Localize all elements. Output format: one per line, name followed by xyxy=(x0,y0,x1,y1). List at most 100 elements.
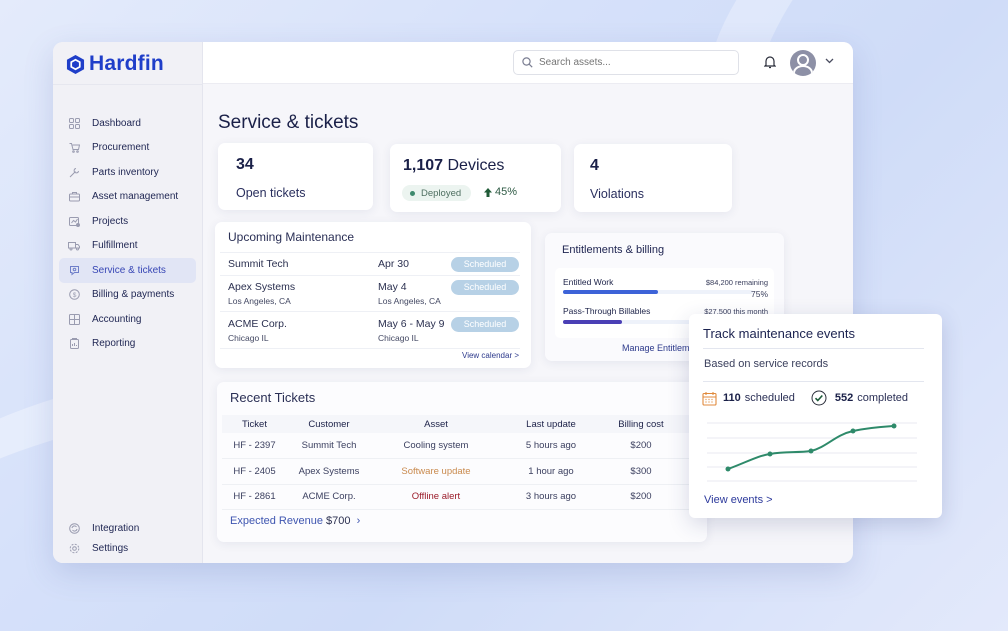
column-header[interactable]: Ticket xyxy=(222,415,287,433)
upcoming-maintenance-card: Upcoming Maintenance Summit Tech Apr 30 … xyxy=(215,222,531,368)
scheduled-badge: Scheduled xyxy=(451,257,519,272)
sidebar-item-procurement[interactable]: Procurement xyxy=(59,136,196,161)
sidebar-item-settings[interactable]: Settings xyxy=(59,538,196,558)
table-row[interactable]: HF - 2405 Apex Systems Software update 1… xyxy=(222,458,702,485)
sidebar-item-label: Integration xyxy=(92,522,140,534)
expected-revenue-link[interactable]: Expected Revenue $700 › xyxy=(230,515,360,527)
sidebar-item-label: Projects xyxy=(92,215,129,227)
search-box[interactable] xyxy=(513,50,739,75)
pass-through-value: $27,500 this month xyxy=(704,307,768,316)
sidebar-item-label: Accounting xyxy=(92,313,142,325)
user-icon xyxy=(793,54,813,74)
svg-text:$: $ xyxy=(72,292,76,299)
open-tickets-label: Open tickets xyxy=(236,186,306,200)
devices-unit: Devices xyxy=(447,157,505,174)
column-header[interactable]: Billing cost xyxy=(601,415,681,433)
sidebar-item-label: Procurement xyxy=(92,142,150,154)
open-tickets-count: 34 xyxy=(236,156,254,173)
maintenance-date: May 4 xyxy=(378,281,407,293)
section-title: Upcoming Maintenance xyxy=(228,230,355,244)
maintenance-location: Los Angeles, CA xyxy=(378,296,441,306)
view-events-link[interactable]: View events > xyxy=(704,494,773,506)
open-tickets-card[interactable]: 34 Open tickets xyxy=(218,143,373,210)
devices-card[interactable]: 1,107 Devices Deployed 45% xyxy=(390,144,561,212)
sidebar-item-fulfillment[interactable]: Fulfillment xyxy=(59,234,196,259)
top-bar xyxy=(203,42,853,84)
customer-name: Apex Systems xyxy=(228,281,296,293)
maintenance-row[interactable]: ACME Corp. Chicago IL May 6 - May 9 Chic… xyxy=(220,311,520,348)
devices-count: 1,107 Devices xyxy=(403,157,504,175)
sidebar-item-dashboard[interactable]: Dashboard xyxy=(59,111,196,136)
last-update: 3 hours ago xyxy=(501,484,601,510)
column-header[interactable]: Last update xyxy=(501,415,601,433)
sidebar-item-label: Fulfillment xyxy=(92,240,138,252)
avatar[interactable] xyxy=(790,50,816,76)
view-calendar-link[interactable]: View calendar > xyxy=(462,351,519,360)
ticket-id: HF - 2405 xyxy=(222,458,287,485)
card-title: Track maintenance events xyxy=(703,326,855,341)
sidebar-item-integration[interactable]: Integration xyxy=(59,518,196,538)
sidebar-item-billing-payments[interactable]: $ Billing & payments xyxy=(59,283,196,308)
chevron-down-icon[interactable] xyxy=(825,58,834,64)
chart-points xyxy=(725,423,897,472)
divider xyxy=(53,84,203,85)
divider xyxy=(703,348,924,349)
calendar-icon xyxy=(702,391,717,406)
billing-cost: $200 xyxy=(601,484,681,510)
pass-through-progress xyxy=(563,320,753,324)
pass-through-label: Pass-Through Billables xyxy=(563,306,651,316)
status-badge: Deployed xyxy=(402,185,472,201)
column-header[interactable]: Customer xyxy=(287,415,371,433)
completed-label: completed xyxy=(857,392,909,404)
table-row[interactable]: HF - 2397 Summit Tech Cooling system 5 h… xyxy=(222,433,702,459)
scheduled-count: 110 xyxy=(723,392,741,404)
customer-location: Los Angeles, CA xyxy=(228,296,291,306)
sidebar-item-accounting[interactable]: Accounting xyxy=(59,307,196,332)
sidebar: Hardfin Dashboard Procurement Parts inve… xyxy=(53,42,203,563)
search-input[interactable] xyxy=(539,57,729,68)
scheduled-badge: Scheduled xyxy=(451,280,519,295)
maintenance-date: Apr 30 xyxy=(378,258,409,270)
customer-location: Chicago IL xyxy=(228,333,269,343)
manage-entitlements-link[interactable]: Manage Entitlements xyxy=(622,343,707,353)
sidebar-item-projects[interactable]: Projects xyxy=(59,209,196,234)
bell-icon[interactable] xyxy=(764,55,776,69)
sidebar-item-service-tickets[interactable]: Service & tickets xyxy=(59,258,196,283)
ticket-id: HF - 2397 xyxy=(222,433,287,459)
logo[interactable]: Hardfin xyxy=(66,52,164,76)
gear-icon xyxy=(68,542,80,554)
arrow-up-icon xyxy=(484,187,492,197)
last-update: 1 hour ago xyxy=(501,458,601,485)
wrench-icon xyxy=(68,166,80,178)
violations-card[interactable]: 4 Violations xyxy=(574,144,732,212)
trend-indicator: 45% xyxy=(484,186,517,198)
entitlements-card: Entitlements & billing Entitled Work $84… xyxy=(545,233,784,361)
app-window: Hardfin Dashboard Procurement Parts inve… xyxy=(53,42,853,563)
billing-cost: $300 xyxy=(601,458,681,485)
maintenance-line-chart xyxy=(707,422,917,482)
track-maintenance-card: Track maintenance events Based on servic… xyxy=(689,314,942,518)
divider xyxy=(220,348,520,349)
sidebar-item-asset-management[interactable]: Asset management xyxy=(59,185,196,210)
calculator-icon xyxy=(68,313,80,325)
sidebar-item-label: Dashboard xyxy=(92,117,141,129)
page-title: Service & tickets xyxy=(218,112,359,133)
customer: Summit Tech xyxy=(287,433,371,459)
table-row[interactable]: HF - 2861 ACME Corp. Offline alert 3 hou… xyxy=(222,484,702,510)
status-dot-icon xyxy=(410,190,415,196)
sidebar-item-reporting[interactable]: Reporting xyxy=(59,332,196,357)
customer-name: ACME Corp. xyxy=(228,318,287,330)
hexagon-logo-icon xyxy=(66,54,85,74)
cart-icon xyxy=(68,142,80,154)
sidebar-item-parts-inventory[interactable]: Parts inventory xyxy=(59,160,196,185)
sidebar-nav: Dashboard Procurement Parts inventory As… xyxy=(59,111,196,356)
status-badge-label: Deployed xyxy=(421,187,462,199)
asset: Offline alert xyxy=(371,484,501,510)
completed-count: 552 xyxy=(834,392,854,404)
chevron-right-icon: › xyxy=(353,515,361,527)
section-title: Recent Tickets xyxy=(230,390,316,405)
maintenance-row[interactable]: Apex Systems Los Angeles, CA May 4 Los A… xyxy=(220,275,520,311)
sidebar-item-label: Billing & payments xyxy=(92,289,175,301)
column-header[interactable]: Asset xyxy=(371,415,501,433)
maintenance-row[interactable]: Summit Tech Apr 30 Scheduled xyxy=(220,252,520,275)
